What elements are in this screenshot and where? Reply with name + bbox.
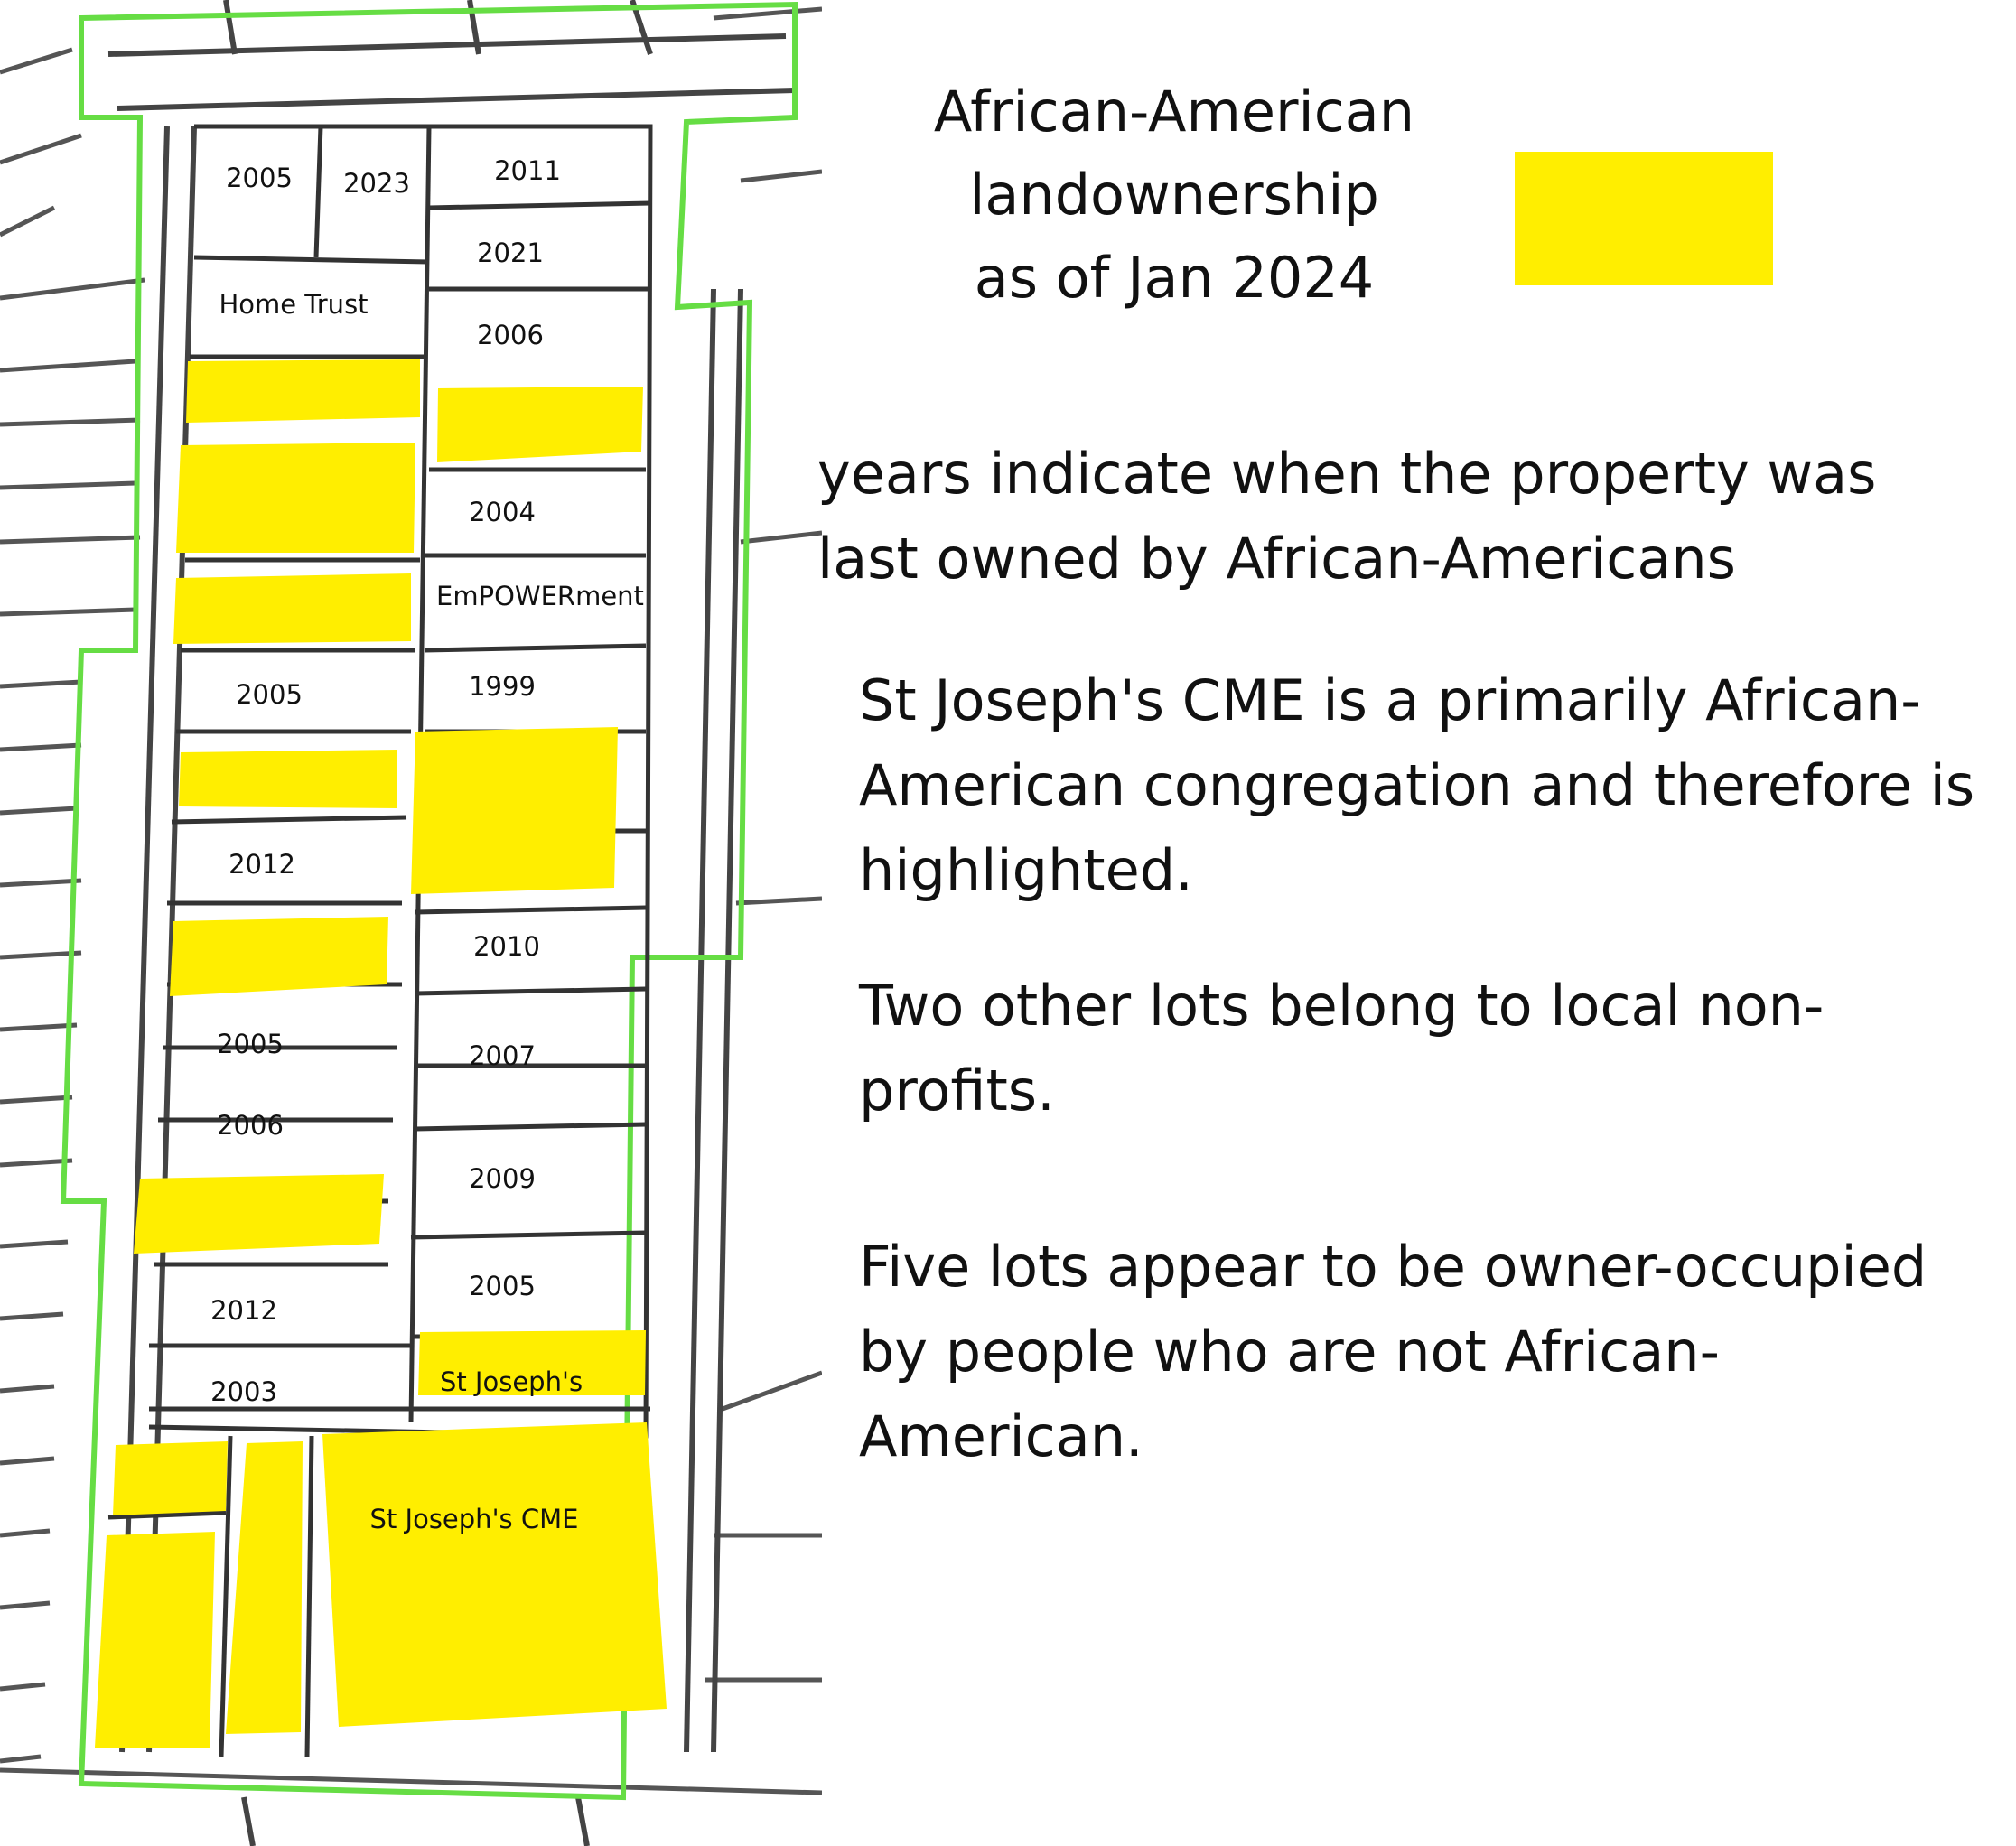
- highlight-lot: [437, 387, 643, 462]
- lot-labels: 2005 2023 2011 2021 Home Trust 2006 2004…: [210, 155, 644, 1534]
- lot-label: 2004: [469, 497, 536, 527]
- lot-label: 2023: [343, 168, 410, 199]
- highlight-lot: [134, 1174, 384, 1254]
- lot-label: 2005: [217, 1029, 284, 1059]
- legend-title-line: African-American: [933, 79, 1415, 145]
- highlight-lot: [95, 1532, 215, 1748]
- highlight-lot: [186, 359, 420, 423]
- lot-label: 2011: [494, 155, 561, 186]
- lot-label: 2005: [469, 1271, 536, 1301]
- lot-label: Home Trust: [219, 289, 368, 320]
- highlight-lot: [179, 750, 397, 808]
- highlighted-parcels: [95, 359, 667, 1748]
- lot-label: St Joseph's CME: [370, 1504, 579, 1534]
- legend-title: African-American landownership as of Jan…: [894, 70, 1454, 320]
- lot-label: 2021: [477, 238, 544, 268]
- lot-label: 2005: [236, 679, 303, 710]
- lot-label: 2007: [469, 1040, 536, 1071]
- highlight-lot: [411, 727, 618, 894]
- highlight-lot: [173, 573, 411, 644]
- lot-label: 2010: [473, 931, 540, 962]
- highlight-lot: [170, 917, 388, 996]
- western-parcel-lines: [0, 47, 822, 1795]
- note-nonprofits: Two other lots belong to local non-profi…: [859, 973, 1825, 1123]
- district-boundary: [60, 1, 798, 1801]
- lot-label: 2012: [229, 849, 295, 880]
- highlight-lot: [322, 1422, 667, 1727]
- note-owner-occupied: Five lots appear to be owner-occupied by…: [859, 1234, 1927, 1469]
- lot-label: 2005: [226, 163, 293, 193]
- note-years: years indicate when the property was las…: [817, 441, 1877, 592]
- lot-label: 2003: [210, 1376, 277, 1407]
- note-church: St Joseph's CME is a primarily African-A…: [859, 667, 1975, 903]
- lot-label: 2009: [469, 1163, 536, 1194]
- highlight-lot: [226, 1441, 303, 1734]
- legend-title-line: landownership: [969, 162, 1379, 228]
- legend-title-line: as of Jan 2024: [974, 245, 1375, 311]
- highlight-lot: [176, 443, 415, 553]
- lot-label: 2006: [477, 320, 544, 350]
- highlight-lot: [418, 1330, 646, 1395]
- lot-label: 2012: [210, 1295, 277, 1326]
- lot-label: 2006: [217, 1110, 284, 1141]
- parcel-map: 2005 2023 2011 2021 Home Trust 2006 2004…: [0, 0, 822, 1846]
- lot-label: EmPOWERment: [436, 581, 644, 611]
- legend-swatch: [1515, 152, 1773, 285]
- lot-label: St Joseph's: [440, 1366, 583, 1397]
- lot-label: 1999: [469, 671, 536, 702]
- eastern-parcel-lines: [705, 6, 822, 1683]
- highlight-lot: [113, 1441, 228, 1515]
